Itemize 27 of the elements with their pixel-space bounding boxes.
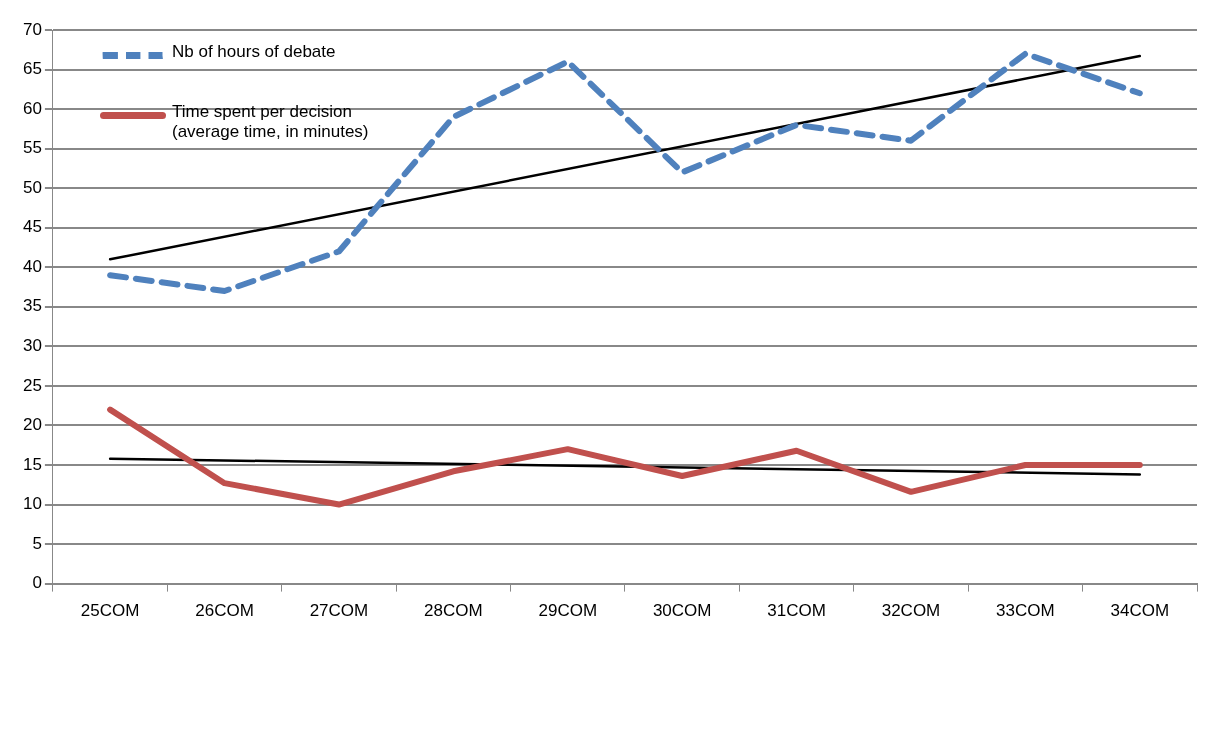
y-tick-label: 5	[32, 533, 42, 553]
y-tick-label: 55	[22, 138, 42, 158]
x-tick-label: 32COM	[881, 601, 941, 621]
x-tick-label: 26COM	[195, 601, 254, 621]
x-tick-label: 34COM	[1110, 601, 1170, 621]
y-tick-label: 20	[22, 415, 42, 435]
y-tick-label: 30	[22, 336, 42, 356]
y-tick-label: 45	[22, 217, 42, 237]
y-tick-label: 70	[22, 19, 42, 39]
y-tick-label: 40	[22, 256, 42, 276]
y-tick-label: 35	[22, 296, 42, 316]
legend-label: Nb of hours of debate	[172, 42, 336, 62]
y-tick-label: 15	[22, 454, 42, 474]
x-tick-label: 30COM	[652, 601, 712, 621]
y-tick-label: 0	[32, 573, 42, 593]
y-tick-label: 10	[22, 494, 42, 514]
x-tick-label: 33COM	[996, 601, 1055, 621]
y-tick-label: 60	[22, 98, 42, 118]
x-tick-label: 29COM	[538, 601, 598, 621]
x-tick-label: 28COM	[424, 601, 483, 621]
x-tick-label: 31COM	[767, 601, 826, 621]
x-tick-label: 27COM	[309, 601, 369, 621]
y-tick-label: 65	[22, 59, 42, 79]
x-tick-label: 25COM	[80, 601, 140, 621]
y-tick-label: 25	[22, 375, 42, 395]
y-tick-label: 50	[22, 177, 42, 197]
legend-label: Time spent per decision (average time, in minutes)	[172, 102, 370, 142]
